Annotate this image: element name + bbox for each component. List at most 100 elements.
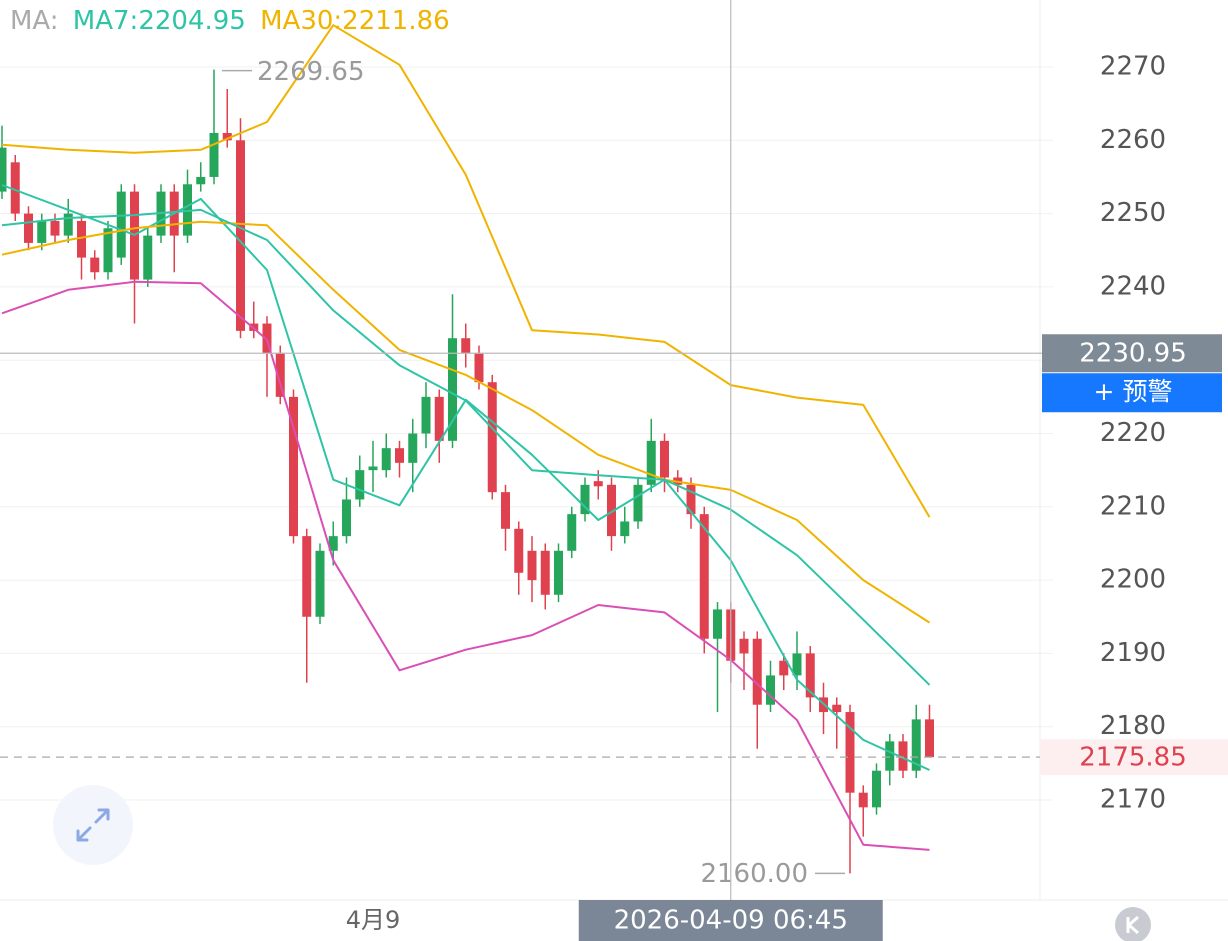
y-tick-label: 2240 — [1100, 271, 1166, 301]
candle-body — [739, 638, 749, 654]
candle-body — [183, 184, 192, 236]
candle-body — [434, 396, 444, 441]
candle-body — [222, 132, 232, 141]
k-icon — [1126, 915, 1139, 935]
candle-body — [315, 550, 325, 617]
candle-body — [421, 396, 431, 434]
candle-body — [37, 220, 47, 243]
crosshair-price-label: 2230.95 — [1079, 339, 1187, 369]
expand-icon — [76, 808, 110, 842]
candle-body — [381, 448, 391, 471]
candle-body — [779, 660, 789, 676]
candle-body — [275, 352, 285, 397]
candle-body — [620, 521, 630, 537]
candle-body — [196, 176, 206, 185]
y-tick-label: 2190 — [1100, 638, 1166, 668]
candle-body — [660, 440, 669, 478]
candle-body — [302, 536, 312, 617]
candle-body — [77, 220, 86, 258]
alert-button[interactable] — [1042, 373, 1222, 413]
candle-body — [328, 536, 338, 551]
candle-body — [792, 653, 802, 676]
ma-line — [1, 280, 930, 851]
low-label: 2160.00 — [700, 859, 808, 889]
ma-line — [1, 220, 931, 624]
candle-body — [355, 470, 365, 500]
y-tick-label: 2180 — [1100, 711, 1166, 741]
alert-button-label: + 预警 — [1094, 377, 1173, 406]
y-tick-label: 2210 — [1100, 491, 1166, 521]
ma7-label: MA7:2204.95 — [73, 6, 246, 36]
crosshair-time-label: 2026-04-09 06:45 — [614, 906, 848, 936]
candle-body — [103, 228, 113, 273]
y-tick-label: 2170 — [1100, 785, 1166, 815]
candle-body — [90, 257, 100, 273]
candle-body — [885, 741, 895, 771]
candle-body — [911, 719, 921, 771]
y-tick-label: 2220 — [1100, 418, 1166, 448]
candle-body — [501, 492, 510, 529]
ma-prefix: MA: — [10, 6, 59, 36]
candle-body — [527, 550, 537, 581]
ma-line — [1, 24, 931, 518]
last-price-box — [1040, 739, 1228, 776]
ma-header: MA: MA7:2204.95 MA30:2211.86 — [10, 6, 450, 36]
ma30-label: MA30:2211.86 — [260, 6, 450, 36]
candle-body — [63, 213, 73, 236]
candle-body — [262, 323, 272, 353]
last-price-label: 2175.85 — [1079, 743, 1187, 773]
candle-body — [474, 352, 484, 383]
candle-body — [143, 235, 153, 280]
candle-body — [10, 162, 20, 214]
candle-body — [858, 792, 868, 808]
crosshair-time-box — [578, 900, 883, 941]
candle-body — [554, 550, 563, 595]
x-tick-label: 4月9 — [346, 906, 401, 934]
candle-body — [408, 433, 418, 463]
crosshair-price-box — [1042, 334, 1222, 373]
candle-body — [845, 712, 855, 793]
candle-body — [209, 132, 219, 177]
high-label: 2269.65 — [257, 57, 365, 87]
k-circle — [1115, 907, 1151, 941]
candle-body — [487, 382, 497, 493]
candle-body — [24, 213, 33, 243]
candle-body — [686, 484, 696, 515]
candle-body — [236, 140, 245, 331]
candle-body — [713, 609, 722, 639]
candle-body — [342, 499, 351, 537]
y-tick-label: 2250 — [1100, 198, 1166, 228]
candle-body — [50, 220, 60, 236]
candle-body — [0, 147, 7, 192]
candle-body — [872, 770, 881, 808]
expand-button[interactable] — [53, 785, 133, 865]
k-button[interactable] — [1115, 907, 1151, 941]
candle-body — [832, 704, 842, 713]
candle-body — [898, 741, 908, 771]
candle-body — [752, 638, 762, 705]
candle-body — [461, 338, 471, 353]
candle-body — [289, 396, 298, 537]
candle-body — [805, 653, 815, 698]
y-tick-label: 2270 — [1100, 51, 1166, 81]
candle-body — [395, 448, 404, 463]
candle-body — [514, 528, 524, 573]
y-tick-label: 2260 — [1100, 125, 1166, 155]
ma-line — [1, 208, 931, 686]
candle-body — [766, 675, 775, 705]
candle-body — [567, 514, 577, 551]
candle-body — [540, 550, 550, 595]
candle-body — [699, 514, 709, 639]
candle-body — [593, 481, 603, 487]
expand-circle — [53, 785, 133, 865]
candle-body — [368, 466, 378, 471]
y-tick-label: 2200 — [1100, 565, 1166, 595]
candle-body — [116, 191, 126, 258]
candle-body — [925, 719, 934, 758]
candle-body — [646, 440, 656, 485]
candle-body — [633, 484, 643, 522]
candle-body — [580, 484, 590, 515]
